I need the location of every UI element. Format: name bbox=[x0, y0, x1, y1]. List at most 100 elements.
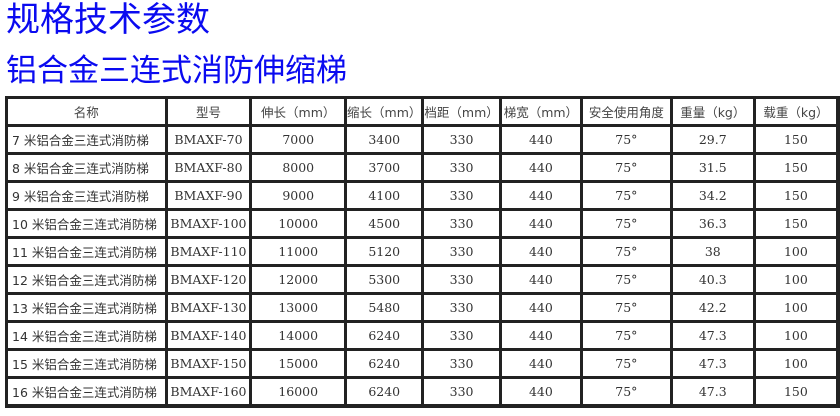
header-ladder-width: 梯宽（mm） bbox=[500, 98, 582, 126]
cell-weight: 36.3 bbox=[671, 210, 755, 238]
cell-model: BMAXF-140 bbox=[166, 322, 252, 350]
cell-ladder-width: 440 bbox=[500, 182, 582, 210]
cell-name: 8 米铝合金三连式消防梯 bbox=[7, 154, 167, 182]
cell-extended-length: 8000 bbox=[251, 154, 347, 182]
cell-rung-spacing: 330 bbox=[423, 182, 501, 210]
cell-model: BMAXF-120 bbox=[166, 266, 252, 294]
header-rung-spacing: 档距（mm） bbox=[423, 98, 501, 126]
cell-model: BMAXF-90 bbox=[166, 182, 252, 210]
cell-load: 100 bbox=[754, 322, 838, 350]
cell-safe-angle: 75° bbox=[582, 350, 672, 378]
cell-weight: 47.3 bbox=[671, 350, 755, 378]
header-retracted-length: 缩长（mm） bbox=[346, 98, 424, 126]
cell-ladder-width: 440 bbox=[500, 322, 582, 350]
cell-rung-spacing: 330 bbox=[423, 322, 501, 350]
cell-name: 9 米铝合金三连式消防梯 bbox=[7, 182, 167, 210]
table-row: 16 米铝合金三连式消防梯 BMAXF-160 16000 6240 330 440 75°… bbox=[7, 378, 838, 406]
cell-load: 150 bbox=[754, 126, 838, 154]
cell-extended-length: 16000 bbox=[251, 378, 347, 406]
header-weight: 重量（kg） bbox=[671, 98, 755, 126]
cell-rung-spacing: 330 bbox=[423, 210, 501, 238]
cell-rung-spacing: 330 bbox=[423, 266, 501, 294]
cell-extended-length: 7000 bbox=[251, 126, 347, 154]
table-row: 15 米铝合金三连式消防梯 BMAXF-150 15000 6240 330 440 75°… bbox=[7, 350, 838, 378]
cell-retracted-length: 6240 bbox=[346, 350, 424, 378]
cell-retracted-length: 6240 bbox=[346, 322, 424, 350]
cell-model: BMAXF-160 bbox=[166, 378, 252, 406]
cell-weight: 29.7 bbox=[671, 126, 755, 154]
cell-rung-spacing: 330 bbox=[423, 294, 501, 322]
cell-load: 100 bbox=[754, 238, 838, 266]
cell-weight: 42.2 bbox=[671, 294, 755, 322]
cell-ladder-width: 440 bbox=[500, 154, 582, 182]
cell-extended-length: 12000 bbox=[251, 266, 347, 294]
cell-rung-spacing: 330 bbox=[423, 126, 501, 154]
cell-load: 100 bbox=[754, 350, 838, 378]
cell-safe-angle: 75° bbox=[582, 378, 672, 406]
table-row: 11 米铝合金三连式消防梯 BMAXF-110 11000 5120 330 440 75°… bbox=[7, 238, 838, 266]
cell-extended-length: 9000 bbox=[251, 182, 347, 210]
cell-ladder-width: 440 bbox=[500, 238, 582, 266]
header-extended-length: 伸长（mm） bbox=[251, 98, 347, 126]
table-row: 14 米铝合金三连式消防梯 BMAXF-140 14000 6240 330 440 75°… bbox=[7, 322, 838, 350]
table-row: 9 米铝合金三连式消防梯 BMAXF-90 9000 4100 330 440 75° 34.… bbox=[7, 182, 838, 210]
table-row: 13 米铝合金三连式消防梯 BMAXF-130 13000 5480 330 440 75°… bbox=[7, 294, 838, 322]
cell-rung-spacing: 330 bbox=[423, 378, 501, 406]
cell-weight: 31.5 bbox=[671, 154, 755, 182]
cell-name: 11 米铝合金三连式消防梯 bbox=[7, 238, 167, 266]
cell-load: 100 bbox=[754, 266, 838, 294]
cell-extended-length: 14000 bbox=[251, 322, 347, 350]
cell-model: BMAXF-80 bbox=[166, 154, 252, 182]
cell-safe-angle: 75° bbox=[582, 126, 672, 154]
table-header-row: 名称 型号 伸长（mm） 缩长（mm） 档距（mm） 梯宽（mm） 安全使用角度 重量（kg）… bbox=[7, 98, 838, 126]
cell-safe-angle: 75° bbox=[582, 322, 672, 350]
table-row: 10 米铝合金三连式消防梯 BMAXF-100 10000 4500 330 440 75°… bbox=[7, 210, 838, 238]
cell-rung-spacing: 330 bbox=[423, 350, 501, 378]
cell-rung-spacing: 330 bbox=[423, 238, 501, 266]
cell-weight: 47.3 bbox=[671, 322, 755, 350]
cell-ladder-width: 440 bbox=[500, 126, 582, 154]
table-row: 8 米铝合金三连式消防梯 BMAXF-80 8000 3700 330 440 75° 31.… bbox=[7, 154, 838, 182]
cell-retracted-length: 5480 bbox=[346, 294, 424, 322]
cell-ladder-width: 440 bbox=[500, 210, 582, 238]
cell-weight: 34.2 bbox=[671, 182, 755, 210]
cell-name: 16 米铝合金三连式消防梯 bbox=[7, 378, 167, 406]
cell-safe-angle: 75° bbox=[582, 238, 672, 266]
cell-load: 150 bbox=[754, 154, 838, 182]
cell-name: 15 米铝合金三连式消防梯 bbox=[7, 350, 167, 378]
cell-name: 14 米铝合金三连式消防梯 bbox=[7, 322, 167, 350]
cell-model: BMAXF-110 bbox=[166, 238, 252, 266]
cell-retracted-length: 4100 bbox=[346, 182, 424, 210]
cell-name: 12 米铝合金三连式消防梯 bbox=[7, 266, 167, 294]
cell-safe-angle: 75° bbox=[582, 182, 672, 210]
cell-safe-angle: 75° bbox=[582, 154, 672, 182]
cell-model: BMAXF-150 bbox=[166, 350, 252, 378]
cell-model: BMAXF-130 bbox=[166, 294, 252, 322]
cell-ladder-width: 440 bbox=[500, 378, 582, 406]
cell-extended-length: 11000 bbox=[251, 238, 347, 266]
cell-safe-angle: 75° bbox=[582, 210, 672, 238]
table-row: 12 米铝合金三连式消防梯 BMAXF-120 12000 5300 330 440 75°… bbox=[7, 266, 838, 294]
cell-extended-length: 15000 bbox=[251, 350, 347, 378]
cell-name: 7 米铝合金三连式消防梯 bbox=[7, 126, 167, 154]
header-load: 载重（kg） bbox=[754, 98, 838, 126]
table-row: 7 米铝合金三连式消防梯 BMAXF-70 7000 3400 330 440 75° 29.… bbox=[7, 126, 838, 154]
cell-extended-length: 10000 bbox=[251, 210, 347, 238]
cell-model: BMAXF-70 bbox=[166, 126, 252, 154]
cell-load: 150 bbox=[754, 182, 838, 210]
cell-safe-angle: 75° bbox=[582, 266, 672, 294]
cell-safe-angle: 75° bbox=[582, 294, 672, 322]
cell-ladder-width: 440 bbox=[500, 350, 582, 378]
cell-retracted-length: 5300 bbox=[346, 266, 424, 294]
cell-retracted-length: 3400 bbox=[346, 126, 424, 154]
cell-weight: 38 bbox=[671, 238, 755, 266]
cell-weight: 47.3 bbox=[671, 378, 755, 406]
spec-table: 名称 型号 伸长（mm） 缩长（mm） 档距（mm） 梯宽（mm） 安全使用角度 重量（kg）… bbox=[5, 96, 840, 408]
cell-name: 13 米铝合金三连式消防梯 bbox=[7, 294, 167, 322]
header-name: 名称 bbox=[7, 98, 167, 126]
header-safe-angle: 安全使用角度 bbox=[582, 98, 672, 126]
page-title: 规格技术参数 bbox=[6, 0, 210, 40]
cell-retracted-length: 3700 bbox=[346, 154, 424, 182]
cell-ladder-width: 440 bbox=[500, 294, 582, 322]
cell-load: 150 bbox=[754, 378, 838, 406]
